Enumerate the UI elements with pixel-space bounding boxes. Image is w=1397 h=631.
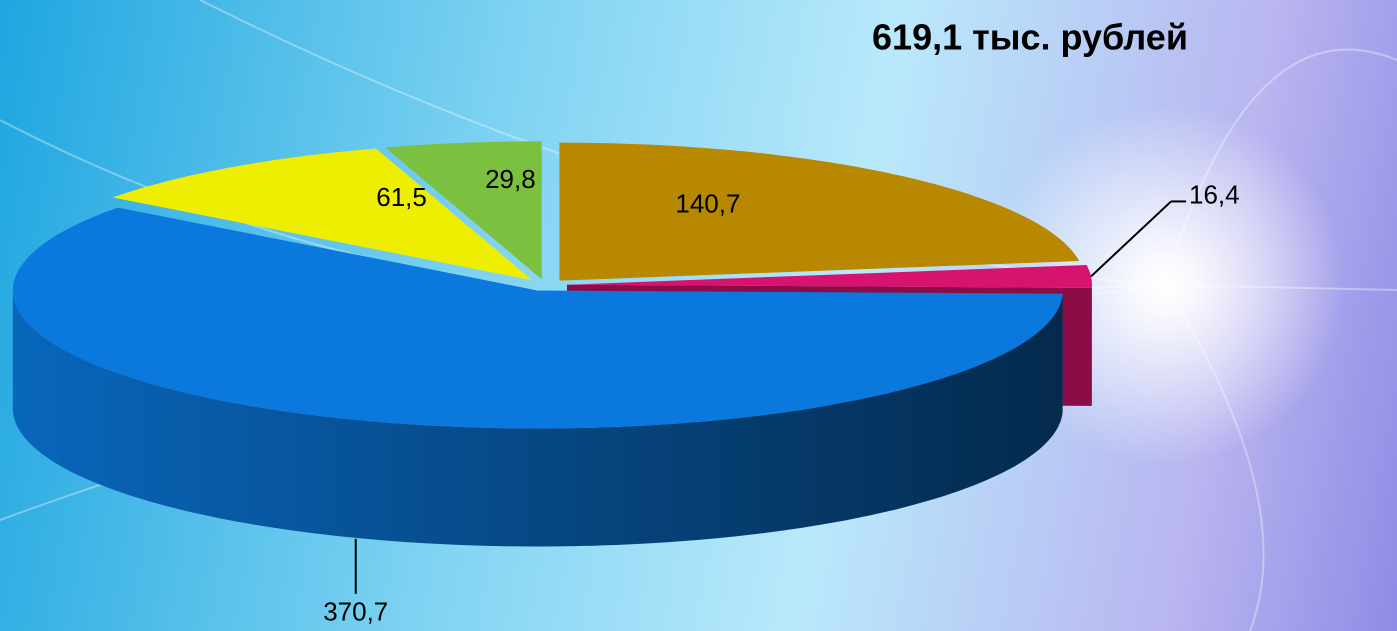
- slice-top: [559, 142, 1080, 281]
- data-label: 29,8: [485, 164, 536, 194]
- leader-line: [1090, 200, 1172, 278]
- chart-title: 619,1 тыс. рублей: [872, 17, 1188, 58]
- slice-top: [385, 141, 542, 280]
- pie-slice: [112, 148, 533, 281]
- slice-top: [567, 265, 1092, 288]
- pie-slice: [385, 141, 542, 280]
- pie-slice: [12, 207, 1063, 547]
- data-label: 140,7: [675, 188, 740, 218]
- data-label: 61,5: [376, 182, 427, 212]
- pie-slice: [559, 142, 1080, 281]
- data-label: 16,4: [1189, 179, 1240, 209]
- data-label: 370,7: [323, 597, 388, 627]
- slice-top: [12, 207, 1063, 429]
- slice-side-shade: [12, 290, 1063, 547]
- slice-top: [112, 148, 533, 281]
